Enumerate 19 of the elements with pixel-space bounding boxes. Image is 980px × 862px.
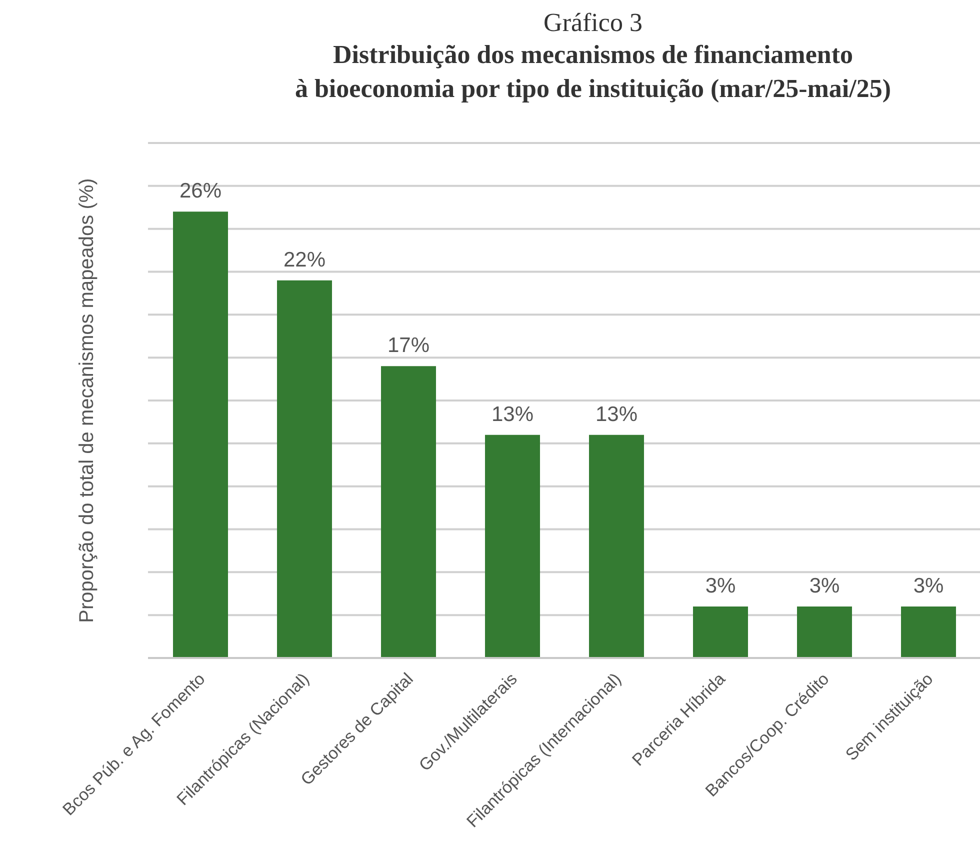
data-label: 3% xyxy=(809,574,840,598)
bar xyxy=(693,606,748,658)
bar xyxy=(901,606,956,658)
data-label: 3% xyxy=(705,574,736,598)
data-label: 26% xyxy=(179,180,222,203)
y-axis-title: Proporção do total de mecanismos mapeados (%) xyxy=(76,178,98,623)
data-label: 3% xyxy=(913,574,944,598)
data-label: 22% xyxy=(283,248,326,272)
data-label: 13% xyxy=(595,402,638,426)
bar xyxy=(485,434,540,658)
bar xyxy=(173,212,228,658)
bar xyxy=(589,434,644,658)
bar xyxy=(277,280,332,658)
bar xyxy=(381,366,436,658)
data-label: 17% xyxy=(387,334,430,358)
chart-title: Gráfico 3 xyxy=(542,8,644,38)
chart-subtitle: Distribuição dos mecanismos de financiamento à bioeconomia por tipo de instituição (mar/25-mai/25) xyxy=(294,39,892,105)
data-label: 13% xyxy=(491,402,534,426)
bar xyxy=(797,606,852,658)
